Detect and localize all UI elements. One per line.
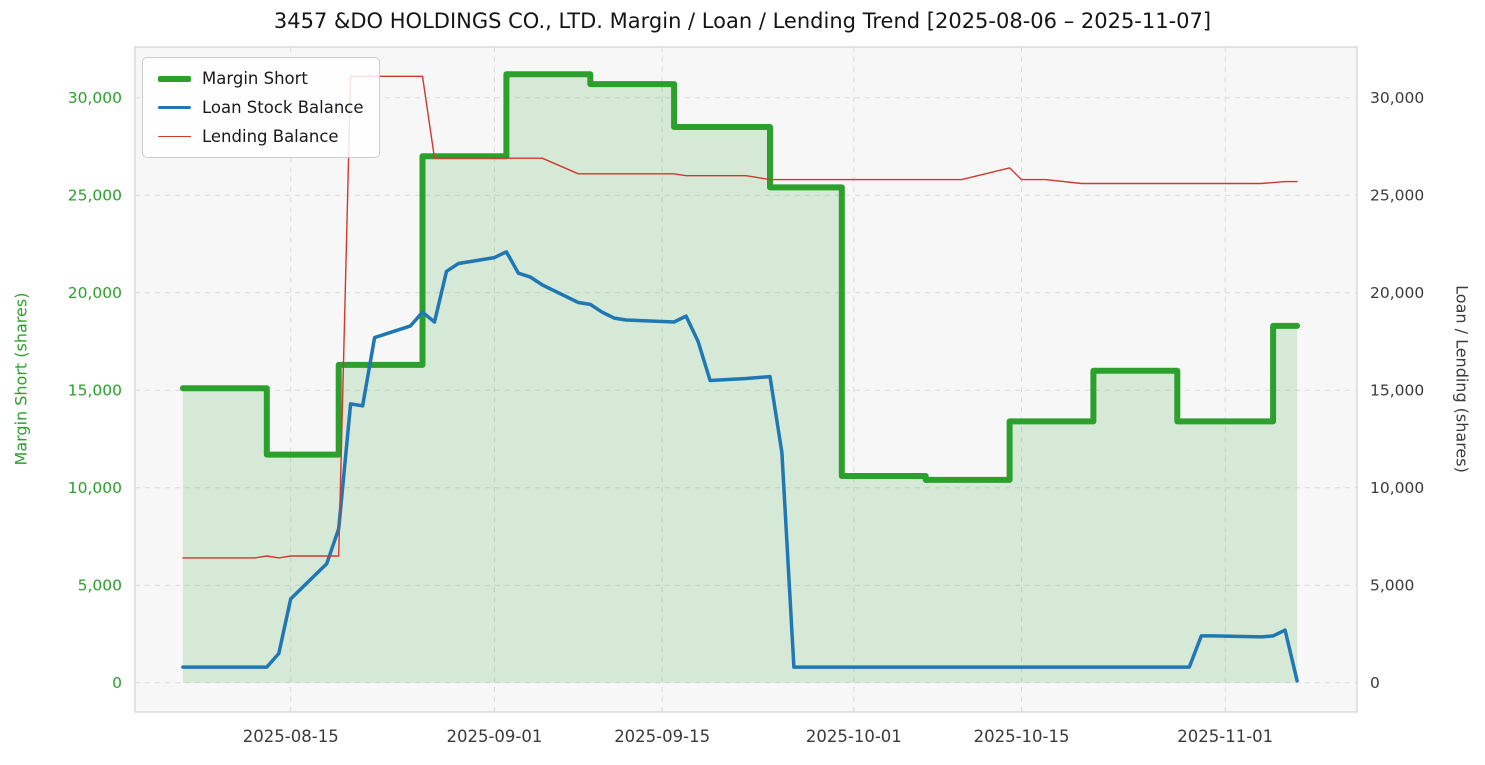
margin-short-line: [179, 71, 1301, 483]
margin-short-line-swatch: [158, 75, 191, 82]
loan-stock-balance-line: [181, 250, 1299, 683]
y-tick-label-right: 5,000: [1370, 577, 1414, 595]
y-axis-label-left: Margin Short (shares): [11, 292, 31, 466]
legend-label-lending-balance: Lending Balance: [202, 127, 339, 146]
x-tick-label: 2025-10-15: [974, 727, 1070, 746]
loan-stock-balance-line-swatch: [158, 105, 191, 110]
y-axis-label-right: Loan / Lending (shares): [1452, 285, 1472, 473]
y-tick-label-right: 25,000: [1370, 187, 1424, 205]
legend: Margin Short Loan Stock Balance Lending …: [142, 57, 380, 158]
legend-label-margin-short: Margin Short: [202, 69, 308, 88]
x-tick-label: 2025-08-15: [243, 727, 339, 746]
y-tick-label-right: 30,000: [1370, 89, 1424, 107]
y-tick-label-left: 5,000: [78, 577, 122, 595]
y-tick-label-left: 0: [112, 674, 122, 692]
x-tick-label: 2025-11-01: [1177, 727, 1273, 746]
y-tick-label-left: 20,000: [68, 284, 122, 302]
lending-balance-line: [182, 75, 1298, 559]
x-tick-label: 2025-10-01: [806, 727, 902, 746]
legend-item-lending-balance: Lending Balance: [158, 127, 364, 146]
legend-item-margin-short: Margin Short: [158, 69, 364, 88]
y-tick-label-left: 15,000: [68, 382, 122, 400]
x-tick-label: 2025-09-01: [446, 727, 542, 746]
y-tick-label-right: 0: [1370, 674, 1380, 692]
y-tick-label-right: 15,000: [1370, 382, 1424, 400]
y-tick-label-left: 25,000: [68, 187, 122, 205]
y-tick-label-left: 30,000: [68, 89, 122, 107]
y-tick-label-right: 10,000: [1370, 479, 1424, 497]
chart-title: 3457 &DO HOLDINGS CO., LTD. Margin / Loa…: [273, 9, 1212, 33]
x-tick-label: 2025-09-15: [614, 727, 710, 746]
y-tick-label-right: 20,000: [1370, 284, 1424, 302]
y-tick-label-left: 10,000: [68, 479, 122, 497]
legend-item-loan-stock-balance: Loan Stock Balance: [158, 98, 364, 117]
legend-label-loan-stock-balance: Loan Stock Balance: [202, 98, 364, 117]
lending-balance-line-swatch: [158, 135, 191, 138]
plot-border: [134, 46, 1358, 713]
